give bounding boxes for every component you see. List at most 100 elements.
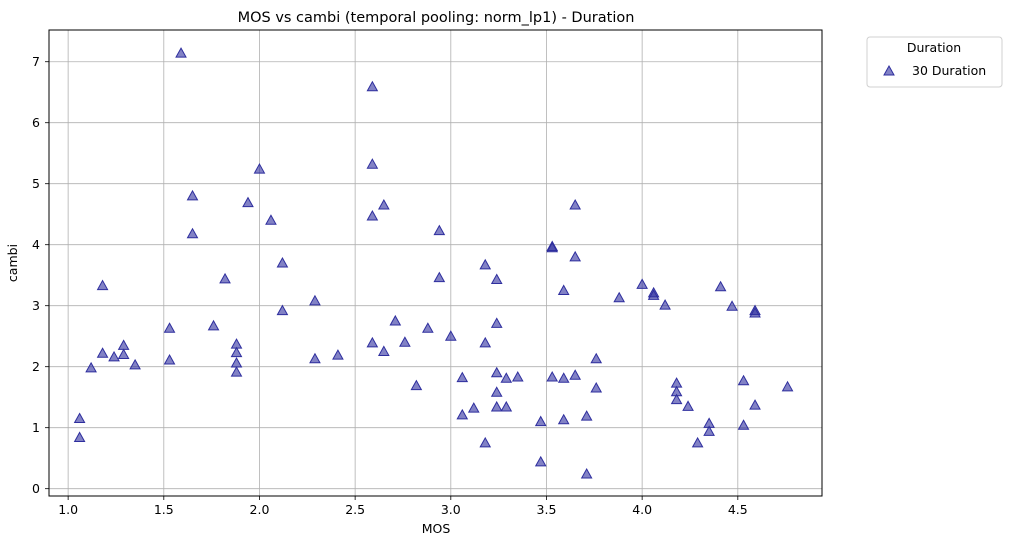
data-point: [377, 199, 390, 210]
data-point: [230, 357, 243, 368]
data-point: [96, 347, 109, 358]
data-point: [433, 271, 446, 283]
data-point: [613, 291, 626, 303]
x-axis-ticks: 1.0 1.5 2.0 2.5 3.0 3.5 4.0 4.5: [58, 496, 748, 517]
data-point: [265, 214, 277, 225]
legend-marker-icon: [883, 64, 895, 76]
data-point: [175, 47, 187, 58]
data-point: [399, 336, 411, 347]
data-point: [569, 250, 582, 262]
data-point: [366, 158, 379, 169]
grid: [49, 30, 822, 496]
data-point: [467, 402, 480, 413]
plot-frame: [48, 29, 823, 497]
data-point: [444, 330, 457, 341]
data-point: [546, 241, 559, 253]
data-point: [569, 199, 582, 210]
x-tick-label: 1.0: [58, 502, 78, 517]
data-point: [647, 289, 660, 300]
data-point: [580, 410, 593, 421]
y-tick-label: 2: [32, 359, 40, 374]
legend: Duration 30 Duration: [866, 36, 1003, 88]
data-point: [691, 436, 704, 448]
data-point: [85, 361, 97, 373]
data-point: [479, 258, 492, 270]
data-point: [703, 425, 715, 436]
y-axis-label: cambi: [5, 244, 20, 282]
data-point: [253, 163, 266, 174]
data-point: [410, 379, 423, 391]
data-point: [749, 399, 761, 410]
data-point: [276, 256, 289, 268]
data-point: [242, 196, 254, 208]
data-point: [490, 366, 503, 378]
data-point: [636, 278, 648, 289]
data-point: [580, 468, 593, 479]
y-tick-label: 6: [32, 115, 40, 130]
data-point: [490, 273, 503, 284]
data-point: [366, 336, 379, 348]
data-point: [714, 280, 727, 292]
y-tick-label: 1: [32, 420, 40, 435]
data-point: [366, 210, 379, 221]
data-point: [670, 393, 683, 405]
data-point: [500, 372, 513, 383]
data-point: [590, 352, 603, 364]
data-point: [479, 436, 492, 448]
chart-title: MOS vs cambi (temporal pooling: norm_lp1…: [238, 10, 635, 26]
data-point: [309, 352, 321, 364]
data-point: [377, 345, 390, 356]
data-point: [737, 374, 750, 386]
y-tick-label: 7: [32, 54, 40, 69]
x-tick-label: 2.5: [345, 502, 365, 517]
data-point: [207, 319, 220, 331]
data-point: [186, 227, 199, 239]
data-point: [781, 380, 794, 392]
data-point: [557, 284, 570, 295]
data-point: [569, 369, 582, 380]
data-point: [456, 408, 469, 420]
data-point: [534, 455, 547, 467]
y-tick-label: 3: [32, 298, 40, 313]
data-point: [276, 304, 289, 316]
data-point: [546, 371, 559, 382]
y-axis-ticks: 0 1 2 3 4 5 6 7: [32, 54, 49, 496]
x-tick-label: 3.0: [441, 502, 461, 517]
data-point: [421, 322, 434, 333]
x-tick-label: 3.5: [537, 502, 557, 517]
data-point: [108, 350, 120, 362]
data-point: [534, 415, 547, 427]
data-point: [557, 413, 570, 425]
data-point: [500, 400, 513, 412]
data-point: [366, 80, 379, 92]
x-axis-label: MOS: [422, 521, 451, 536]
data-point: [433, 224, 446, 236]
data-point: [230, 366, 243, 377]
legend-title: Duration: [907, 40, 961, 55]
data-point: [456, 371, 469, 383]
data-point: [96, 279, 109, 291]
data-point: [230, 346, 243, 358]
data-point: [117, 339, 130, 350]
y-tick-label: 5: [32, 176, 40, 191]
data-point: [557, 372, 570, 383]
data-point: [737, 419, 750, 430]
data-point: [186, 189, 199, 201]
x-tick-label: 1.5: [154, 502, 174, 517]
y-tick-label: 0: [32, 481, 40, 496]
data-point: [73, 431, 86, 442]
data-point: [590, 382, 603, 393]
data-point: [479, 336, 492, 348]
data-point: [749, 306, 761, 318]
data-points: [73, 47, 794, 479]
data-point: [163, 353, 176, 365]
data-point: [511, 371, 524, 382]
data-point: [726, 300, 738, 311]
data-point: [117, 348, 130, 359]
x-tick-label: 2.0: [250, 502, 270, 517]
data-point: [309, 294, 321, 306]
data-point: [219, 272, 231, 284]
y-tick-label: 4: [32, 237, 40, 252]
data-point: [490, 400, 503, 412]
